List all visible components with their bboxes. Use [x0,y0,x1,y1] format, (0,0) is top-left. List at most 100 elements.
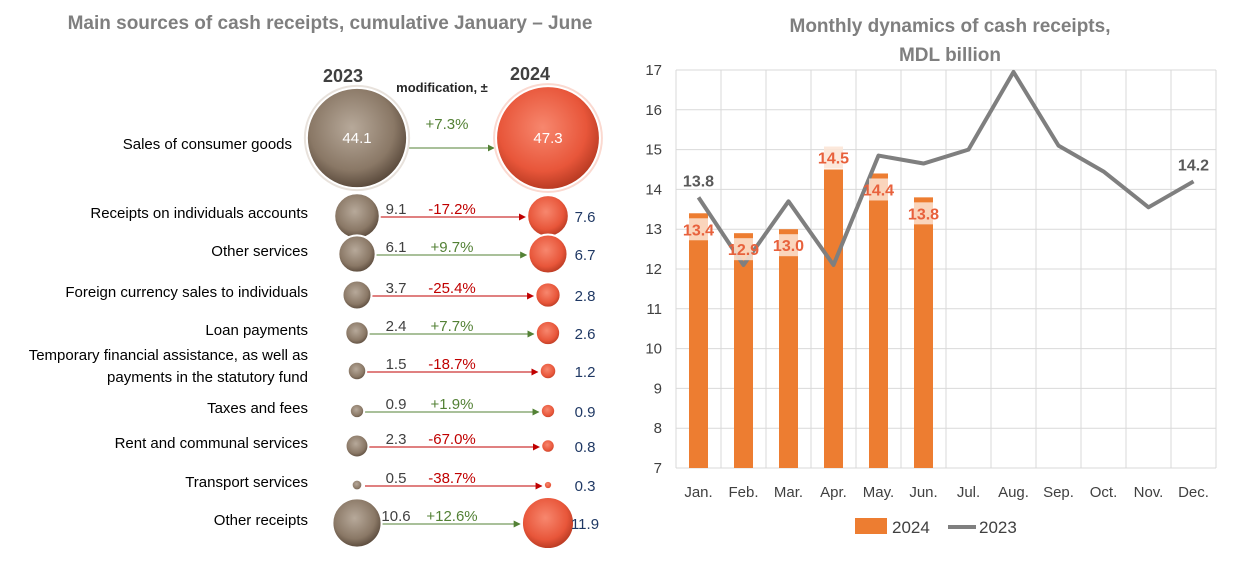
bar-label-bg [779,234,798,257]
category-label: Loan payments [205,322,308,339]
monthly-chart: Monthly dynamics of cash receipts, MDL b… [645,16,1217,537]
axes: 7 8 9 10 11 12 13 14 15 16 17 Jan. Feb. Mar. Apr. May. J… [645,62,1209,501]
value-2023: 0.9 [386,396,407,413]
x-tick-label: Feb. [728,484,758,501]
value-2023: 0.5 [386,470,407,487]
change-label: -67.0% [428,431,476,448]
bubble-2023 [337,234,377,274]
grid [675,69,1217,469]
value-2024: 2.6 [575,326,596,343]
bar-2024 [824,169,843,468]
left-chart-title: Main sources of cash receipts, cumulativ… [68,13,593,34]
x-tick-label: Sep. [1043,484,1074,501]
bubble-2024 [520,495,576,551]
x-tick-label: Mar. [774,484,803,501]
y-tick-label: 11 [646,301,662,318]
bar-2024 [689,213,708,468]
year-2024-label: 2024 [510,64,550,84]
legend-label-2023: 2023 [979,518,1017,537]
change-label: -18.7% [428,356,476,373]
y-tick-label: 15 [645,142,662,159]
bubble-2024 [534,281,562,309]
bar-2024 [779,229,798,468]
change-label: +7.3% [426,116,469,133]
bubble-chart-panel: Main sources of cash receipts, cumulativ… [29,13,603,551]
value-2024: 6.7 [575,247,596,264]
value-2024: 0.8 [575,439,596,456]
category-label: Receipts on individuals accounts [90,205,308,222]
x-tick-label: Apr. [820,484,847,501]
bubble-2023 [305,86,409,190]
category-label: Sales of consumer goods [123,136,292,153]
value-2023: 10.6 [381,508,410,525]
value-2023: 3.7 [386,280,407,297]
bubble-rows: Sales of consumer goods 44.1 47.3 +7.3% Rece… [29,83,603,551]
value-2024: 0.9 [575,404,596,421]
y-tick-label: 10 [645,341,662,358]
y-tick-label: 13 [645,221,662,238]
legend-swatch-2024 [855,518,887,534]
y-tick-label: 17 [645,62,662,79]
value-2024: 2.8 [575,288,596,305]
bar-data-label: 12.9 [728,242,759,259]
bars-2024 [689,169,933,469]
monthly-chart-panel: Monthly dynamics of cash receipts, MDL b… [630,0,1246,581]
bubble-2023 [333,192,381,240]
value-2023: 1.5 [386,356,407,373]
bubble-2024 [527,233,569,275]
bubble-2023 [344,433,370,459]
category-label: payments in the statutory fund [107,369,308,386]
legend-label-2024: 2024 [892,518,930,537]
value-2023: 9.1 [386,201,407,218]
change-label: +12.6% [426,508,477,525]
bar-label-bg [914,202,933,225]
category-label: Other receipts [214,512,308,529]
value-2024: 11.9 [571,516,599,533]
value-2024: 47.3 [533,130,562,147]
bar-data-label: 14.5 [818,151,849,168]
change-label: -17.2% [428,201,476,218]
bubble-2024 [542,479,554,491]
line-2023-path [696,69,1195,268]
bar-data-label: 13.8 [908,206,939,223]
category-label: Other services [211,243,308,260]
bar-2024 [869,173,888,469]
line-data-label: 13.8 [683,173,714,190]
bubble-2023 [341,279,373,311]
change-label: -25.4% [428,280,476,297]
y-tick-label: 7 [654,460,662,477]
bubble-2023 [331,497,383,549]
category-label: Transport services [185,474,308,491]
y-tick-label: 8 [654,420,662,437]
bubble-2024 [495,85,601,191]
change-label: +9.7% [431,239,474,256]
y-tick-label: 16 [645,102,662,119]
bar-label-bg [869,178,888,201]
bubble-2023 [348,402,366,420]
x-tick-label: Oct. [1090,484,1118,501]
x-tick-label: Aug. [998,484,1029,501]
data-labels: 13.4 12.9 13.0 14.5 14.4 13.8 13.8 14.2 [683,146,1209,261]
bubble-2023 [350,478,364,492]
x-tick-label: Dec. [1178,484,1209,501]
bubble-2024 [534,319,562,347]
change-label: -38.7% [428,470,476,487]
category-label: Taxes and fees [207,400,308,417]
category-label: Rent and communal services [115,435,308,452]
bubble-2023 [346,360,368,382]
value-2023: 2.4 [386,318,407,335]
right-chart-title-line1: Monthly dynamics of cash receipts, [790,16,1111,37]
bar-label-bg [734,238,753,261]
value-2023: 6.1 [386,239,407,256]
change-label: +7.7% [431,318,474,335]
category-label: Foreign currency sales to individuals [65,284,308,301]
bubble-2024 [538,361,558,381]
bubble-chart: Main sources of cash receipts, cumulativ… [29,13,603,551]
y-tick-label: 9 [654,380,662,397]
x-tick-label: Jan. [684,484,712,501]
bar-data-label: 13.4 [683,222,714,239]
right-chart-title-line2: MDL billion [899,45,1001,66]
bubble-2024 [540,438,556,454]
year-2023-label: 2023 [323,66,363,86]
line-data-label: 14.2 [1178,157,1209,174]
